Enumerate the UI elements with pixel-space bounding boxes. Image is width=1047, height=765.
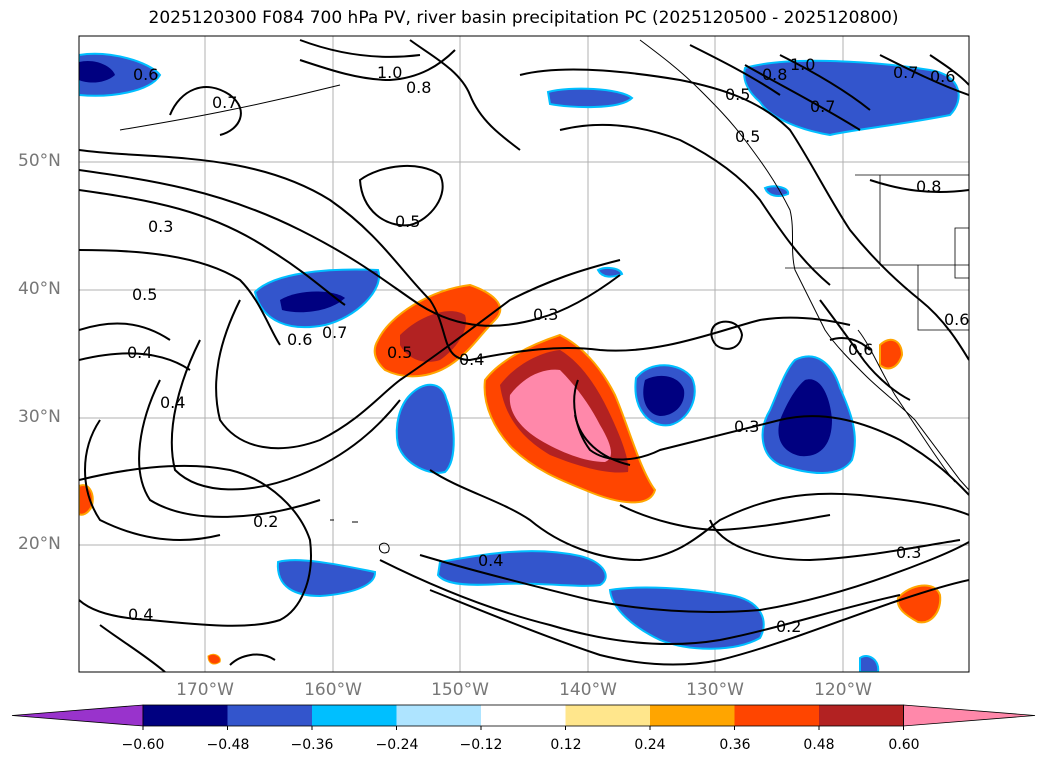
lon-label: 140°W [559,680,617,700]
contour-label: 0.5 [387,343,412,362]
colorbar-tick-label: −0.12 [459,737,503,753]
contour-label: 0.4 [459,350,484,369]
colorbar-extend-right [903,704,1036,727]
contour-label: 0.4 [160,393,185,412]
contour-label: 0.4 [127,343,152,362]
colorbar-tick-label: 0.36 [719,737,751,753]
colorbar-tick-label: 0.60 [888,737,920,753]
colorbar-tick-label: −0.24 [375,737,419,753]
lon-label: 150°W [431,680,489,700]
colorbar-outline [142,704,904,727]
lat-label: 40°N [18,279,61,299]
lat-label: 50°N [18,151,61,171]
contour-label: 0.5 [725,85,750,104]
contour-label: 1.0 [790,55,815,74]
positive-precip-areas [79,283,942,665]
colorbar-segment [565,705,651,726]
lat-label: 30°N [18,407,61,427]
contour-label: 0.6 [944,310,969,329]
colorbar-segment [227,705,313,726]
contour-label: 0.3 [533,305,558,324]
lat-label: 20°N [18,534,61,554]
colorbar-tick-label: −0.48 [206,737,250,753]
colorbar-tick-label: 0.48 [803,737,835,753]
map-border [78,35,970,673]
pv-contours [79,39,969,672]
lon-label: 130°W [686,680,744,700]
contour-label: 0.5 [132,285,157,304]
colorbar-segment [819,705,904,726]
colorbar-segment [481,705,566,726]
colorbar-segment [143,705,228,726]
lon-label: 160°W [304,680,362,700]
contour-label: 0.6 [133,65,158,84]
colorbar [11,704,1036,730]
contour-label: 0.3 [148,217,173,236]
colorbar-extend-left [11,704,144,727]
contour-labels: 0.6 1.0 0.8 0.7 0.5 0.8 1.0 0.7 0.6 0.5 … [127,55,969,636]
contour-label: 0.6 [848,340,873,359]
contour-label: 0.2 [776,617,801,636]
contour-label: 0.7 [810,97,835,116]
colorbar-tick-label: 0.24 [634,737,666,753]
colorbar-segment [312,705,397,726]
contour-label: 0.6 [930,67,955,86]
contour-label: 0.8 [762,65,787,84]
contour-label: 0.7 [893,63,918,82]
colorbar-segment [396,705,482,726]
lon-label: 170°W [176,680,234,700]
negative-precip-areas [79,52,960,672]
colorbar-segment [650,705,735,726]
contour-label: 0.2 [253,512,278,531]
contour-label: 0.8 [916,177,941,196]
contour-label: 1.0 [377,63,402,82]
contour-label: 0.3 [896,543,921,562]
coastlines [119,39,969,554]
contour-label: 0.7 [212,93,237,112]
colorbar-segment [734,705,820,726]
map-title: 2025120300 F084 700 hPa PV, river basin … [148,8,899,28]
contour-label: 0.7 [322,323,347,342]
colorbar-tick-label: −0.60 [121,737,165,753]
contour-label: 0.5 [735,127,760,146]
colorbar-tick-label: −0.36 [290,737,334,753]
contour-label: 0.6 [287,330,312,349]
contour-label: 0.8 [406,78,431,97]
contour-label: 0.3 [734,417,759,436]
contour-label: 0.5 [395,212,420,231]
lon-label: 120°W [814,680,872,700]
contour-label: 0.4 [478,551,503,570]
contour-label: 0.4 [128,605,153,624]
colorbar-tick-label: 0.12 [550,737,582,753]
